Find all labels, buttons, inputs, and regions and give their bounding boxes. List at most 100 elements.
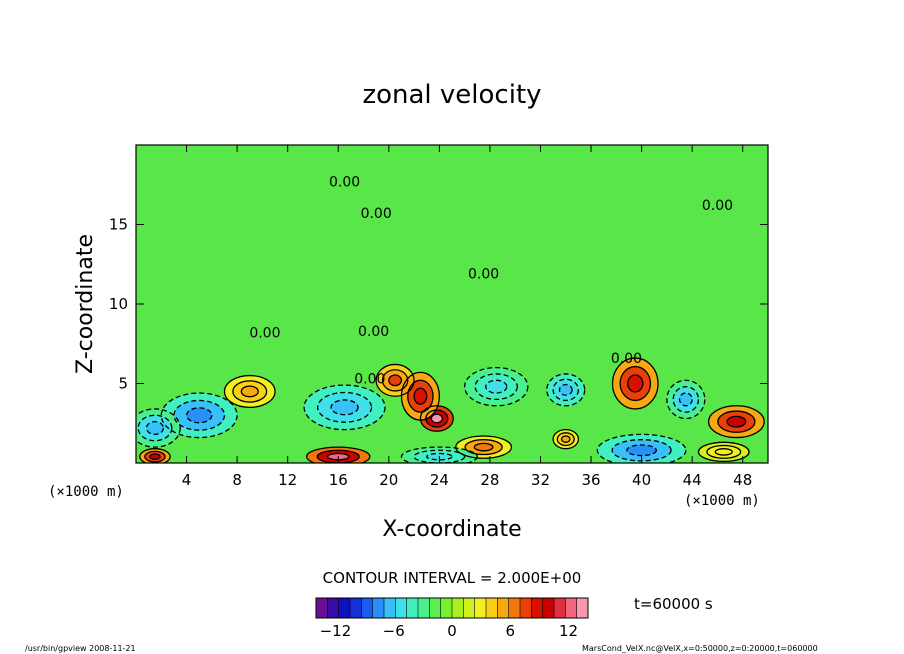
x-axis: 4 8 12 16 20 24 28 32 36 40 44 48 <box>182 145 752 489</box>
contour-label: 0.00 <box>611 351 642 367</box>
contour-line <box>430 413 443 424</box>
contour-line <box>558 383 573 396</box>
x-tick-label: 36 <box>581 471 600 489</box>
contour-line <box>463 366 529 407</box>
colorbar-segment <box>440 598 453 618</box>
contour-line <box>627 374 644 393</box>
footer-right: MarsCond_VelX.nc@VelX,x=0:50000,z=0:2000… <box>582 644 818 653</box>
contour-line <box>185 407 213 424</box>
colorbar-frame <box>315 597 589 619</box>
x-tick-label: 8 <box>232 471 242 489</box>
x-tick-label: 40 <box>632 471 651 489</box>
contour-line <box>726 415 747 428</box>
contour-line <box>303 384 386 431</box>
colorbar-segment <box>406 598 419 618</box>
contour-label: 0.00 <box>702 198 733 214</box>
contour-line <box>305 446 371 463</box>
contour-line <box>474 373 518 401</box>
velocity-level <box>331 399 359 415</box>
contour-line <box>697 441 750 463</box>
contour-line <box>232 380 268 403</box>
contour-line <box>223 374 276 409</box>
contour-line <box>388 374 403 387</box>
velocity-level <box>241 386 259 397</box>
velocity-level <box>485 380 507 394</box>
contour-labels: 0.000.00 0.000.000.00 0.000.000.00 <box>249 174 733 387</box>
colorbar-ticks: −12 −6 0 6 12 <box>320 622 579 640</box>
velocity-level <box>149 453 161 460</box>
velocity-level <box>627 375 643 392</box>
contour-line <box>400 371 441 421</box>
y-tick-label: 10 <box>109 295 128 313</box>
contour-line <box>552 428 580 450</box>
velocity-cell <box>666 380 705 419</box>
contour-line <box>626 444 657 457</box>
contour-line <box>485 379 508 394</box>
velocity-level <box>679 393 693 406</box>
contour-label: 0.00 <box>358 324 389 340</box>
x-tick-label: 32 <box>531 471 550 489</box>
contour-line <box>160 392 238 439</box>
velocity-level <box>146 421 164 435</box>
x-tick-label: 4 <box>182 471 192 489</box>
colorbar <box>315 597 589 619</box>
velocity-level <box>561 435 570 443</box>
velocity-level <box>626 444 657 456</box>
contour-line <box>407 379 434 413</box>
contour-label: 0.00 <box>468 267 499 283</box>
contour-line <box>375 363 415 397</box>
velocity-cell <box>224 375 276 408</box>
y-tick-label: 15 <box>109 216 128 234</box>
x-unit-right: (×1000 m) <box>684 493 760 509</box>
colorbar-segment <box>384 598 396 618</box>
colorbar-segment <box>508 598 521 618</box>
x-axis-label: X-coordinate <box>382 517 521 542</box>
contour-line <box>473 442 494 452</box>
colorbar-segment <box>395 598 408 618</box>
colorbar-tick-label: −6 <box>383 622 405 640</box>
velocity-cell <box>304 385 386 430</box>
contour-line <box>678 392 693 407</box>
chart-title: zonal velocity <box>362 80 541 110</box>
contour-line <box>149 453 161 460</box>
contour-line <box>596 433 687 463</box>
y-axis: 5 10 15 <box>109 216 768 393</box>
colorbar-segment <box>474 598 487 618</box>
contour-line <box>672 386 700 413</box>
velocity-cell <box>597 434 686 463</box>
contour-line <box>455 435 513 459</box>
velocity-cell <box>401 372 440 421</box>
contour-line <box>144 450 166 463</box>
colorbar-segment <box>576 598 589 618</box>
x-tick-label: 12 <box>278 471 297 489</box>
velocity-level <box>474 443 493 451</box>
contour-label: 0.00 <box>329 174 360 190</box>
contour-line <box>413 449 466 463</box>
contour-line <box>173 399 226 431</box>
contour-line <box>714 448 733 456</box>
colorbar-segment <box>520 598 532 618</box>
colorbar-segment <box>531 598 544 618</box>
colorbar-segment <box>429 598 442 618</box>
contour-line <box>419 405 454 432</box>
y-tick-label: 5 <box>118 375 128 393</box>
velocity-level <box>431 414 443 423</box>
footer-left: /usr/bin/gpview 2008-11-21 <box>25 644 136 653</box>
contour-line <box>139 448 171 463</box>
contour-line <box>552 378 580 402</box>
contour-line <box>316 391 373 423</box>
x-tick-label: 48 <box>733 471 752 489</box>
x-tick-label: 24 <box>430 471 449 489</box>
colorbar-tick-label: −12 <box>320 622 352 640</box>
contour-line <box>137 414 173 442</box>
velocity-cell <box>464 367 528 406</box>
contour-line <box>464 439 503 456</box>
velocity-cell <box>708 405 765 438</box>
colorbar-segment <box>338 598 351 618</box>
colorbar-segment <box>452 598 464 618</box>
x-tick-label: 28 <box>480 471 499 489</box>
velocity-level <box>559 384 573 396</box>
colorbar-segment <box>372 598 385 618</box>
x-unit-left: (×1000 m) <box>48 484 124 500</box>
